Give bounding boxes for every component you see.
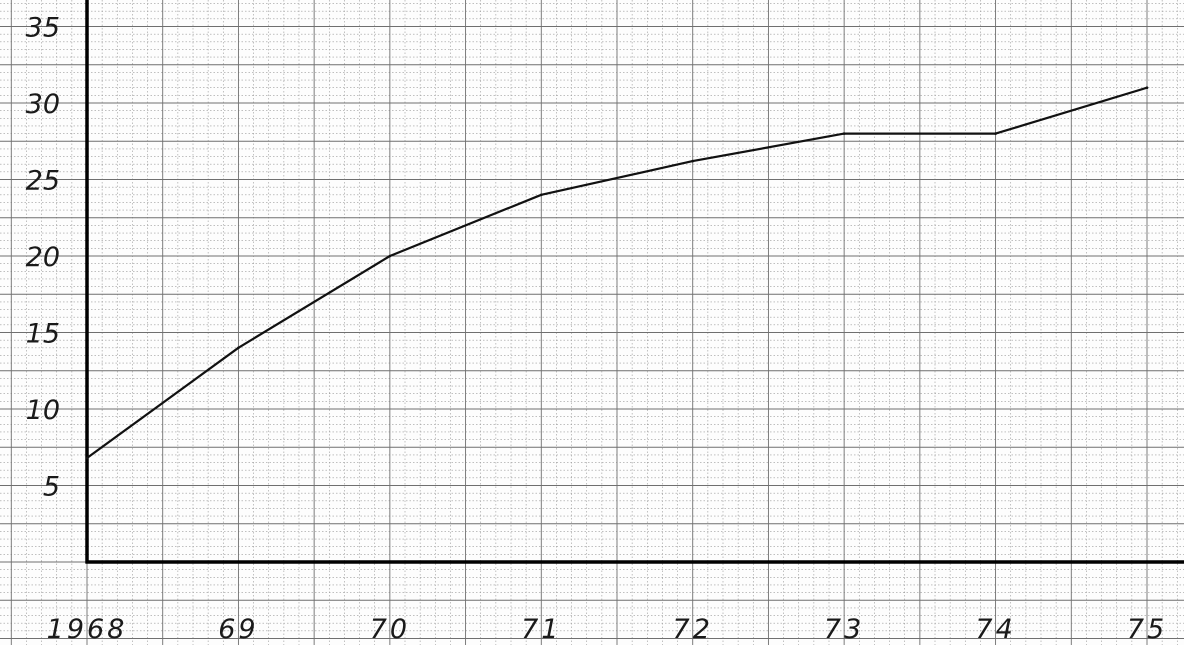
y-tick-label: 25 [26, 166, 60, 197]
y-tick-labels: 5 10 15 20 25 30 35 [26, 13, 60, 503]
data-point [237, 346, 240, 350]
x-tick-labels: 1968 69 70 71 72 73 74 75 [47, 614, 1167, 645]
x-tick-label: 70 [370, 614, 410, 645]
x-tick-label: 1968 [47, 614, 128, 645]
y-tick-label: 30 [26, 89, 60, 120]
data-point [85, 456, 89, 460]
series-line [85, 86, 1149, 460]
y-tick-label: 20 [26, 242, 60, 273]
x-tick-label: 75 [1127, 614, 1167, 645]
x-tick-label: 74 [975, 614, 1015, 645]
data-point [691, 159, 694, 163]
data-point [388, 254, 392, 258]
data-point [994, 132, 997, 135]
data-point [842, 132, 846, 135]
y-tick-label: 5 [43, 472, 60, 503]
y-tick-label: 35 [26, 13, 60, 44]
series-group [85, 86, 1149, 460]
x-tick-label: 71 [521, 614, 561, 645]
data-point [1145, 86, 1149, 89]
x-tick-label: 72 [673, 614, 713, 645]
x-tick-label: 69 [218, 614, 258, 645]
data-point [540, 193, 543, 197]
y-tick-label: 15 [26, 319, 60, 350]
y-tick-label: 10 [26, 395, 60, 426]
x-tick-label: 73 [824, 614, 864, 645]
